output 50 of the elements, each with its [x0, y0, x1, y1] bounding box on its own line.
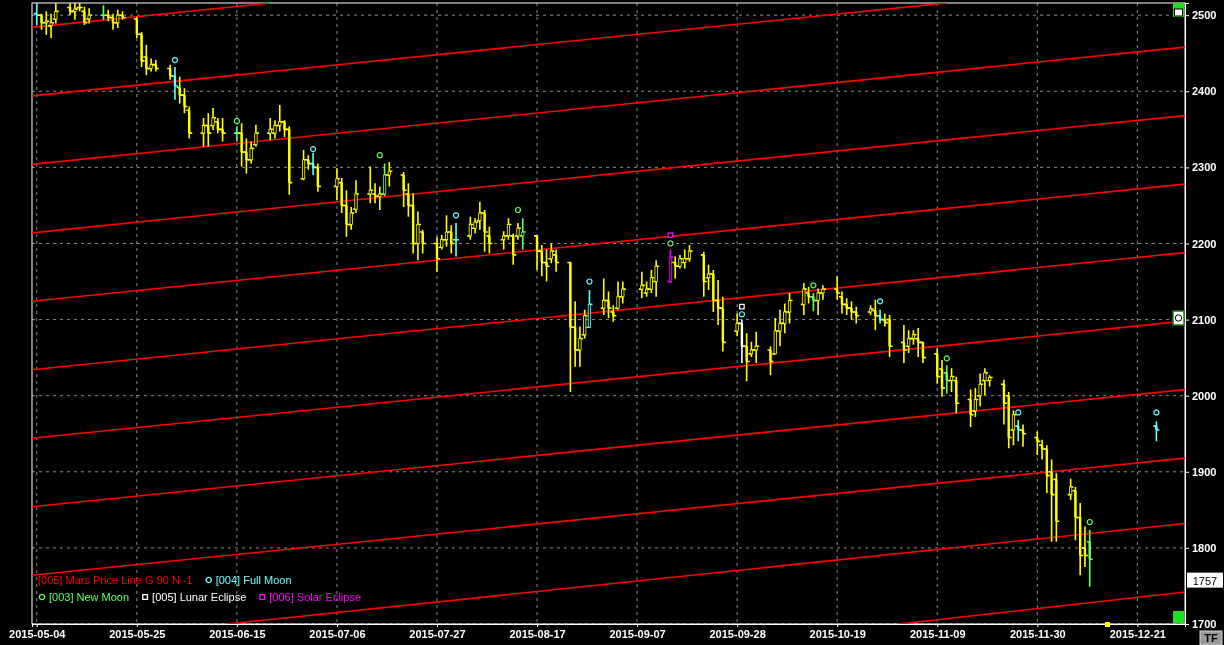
y-tick-label: 1800	[1192, 541, 1217, 554]
x-tick-label: 2015-09-07	[609, 627, 666, 640]
legend-label: [004] Full Moon	[215, 574, 292, 586]
x-tick-label: 2015-05-25	[109, 627, 166, 640]
point	[233, 117, 240, 125]
y-tick-label: 2200	[1192, 237, 1217, 250]
point	[1086, 518, 1093, 526]
candlestick	[687, 244, 692, 263]
point	[667, 232, 674, 238]
x-tick-label: 2015-07-06	[309, 627, 366, 640]
candlestick	[787, 292, 792, 325]
x-tick-label: 2015-12-21	[1109, 627, 1166, 640]
x-tick-label: 2015-10-19	[809, 627, 866, 640]
legend-label: [006] Solar Eclipse	[269, 591, 361, 603]
point	[943, 355, 950, 362]
legend-label: [005] Lunar Eclipse	[152, 591, 247, 603]
y-tick-label: 2000	[1192, 389, 1217, 402]
annotation: 1757	[1192, 574, 1218, 587]
text: [005] Mars Price Line G 90 N -1	[38, 574, 193, 586]
y-tick-label: 2100	[1192, 313, 1217, 326]
point	[171, 56, 179, 64]
x-tick-label: 2015-06-15	[209, 627, 266, 640]
point	[1153, 409, 1160, 416]
x-tick-label: 2015-07-27	[409, 627, 466, 640]
point	[1015, 409, 1022, 416]
x-tick-label: 2015-11-30	[1009, 627, 1066, 640]
point	[376, 152, 383, 159]
point	[876, 298, 884, 305]
point	[738, 311, 746, 318]
y-tick-label: 1700	[1192, 618, 1217, 631]
point	[667, 240, 674, 247]
point	[309, 146, 317, 153]
y-tick-label: 1900	[1192, 465, 1217, 478]
candlestick	[301, 149, 306, 182]
x-tick-label: 2015-11-09	[909, 627, 966, 640]
candlestick	[668, 248, 673, 284]
point	[514, 206, 522, 214]
x-tick-label: 2015-08-17	[509, 627, 566, 640]
text: TF	[1204, 632, 1218, 644]
y-tick-label: 2400	[1192, 85, 1217, 98]
point	[739, 303, 745, 310]
point	[452, 212, 460, 219]
y-tick-label: 2300	[1192, 161, 1217, 174]
candlestick	[382, 162, 387, 198]
x-tick-label: 2015-09-28	[709, 627, 766, 640]
point	[810, 282, 817, 289]
x-tick-label: 2015-05-04	[9, 627, 67, 640]
y-tick-label: 2500	[1192, 9, 1217, 22]
legend-label: [003] New Moon	[49, 591, 130, 603]
point	[586, 278, 593, 285]
